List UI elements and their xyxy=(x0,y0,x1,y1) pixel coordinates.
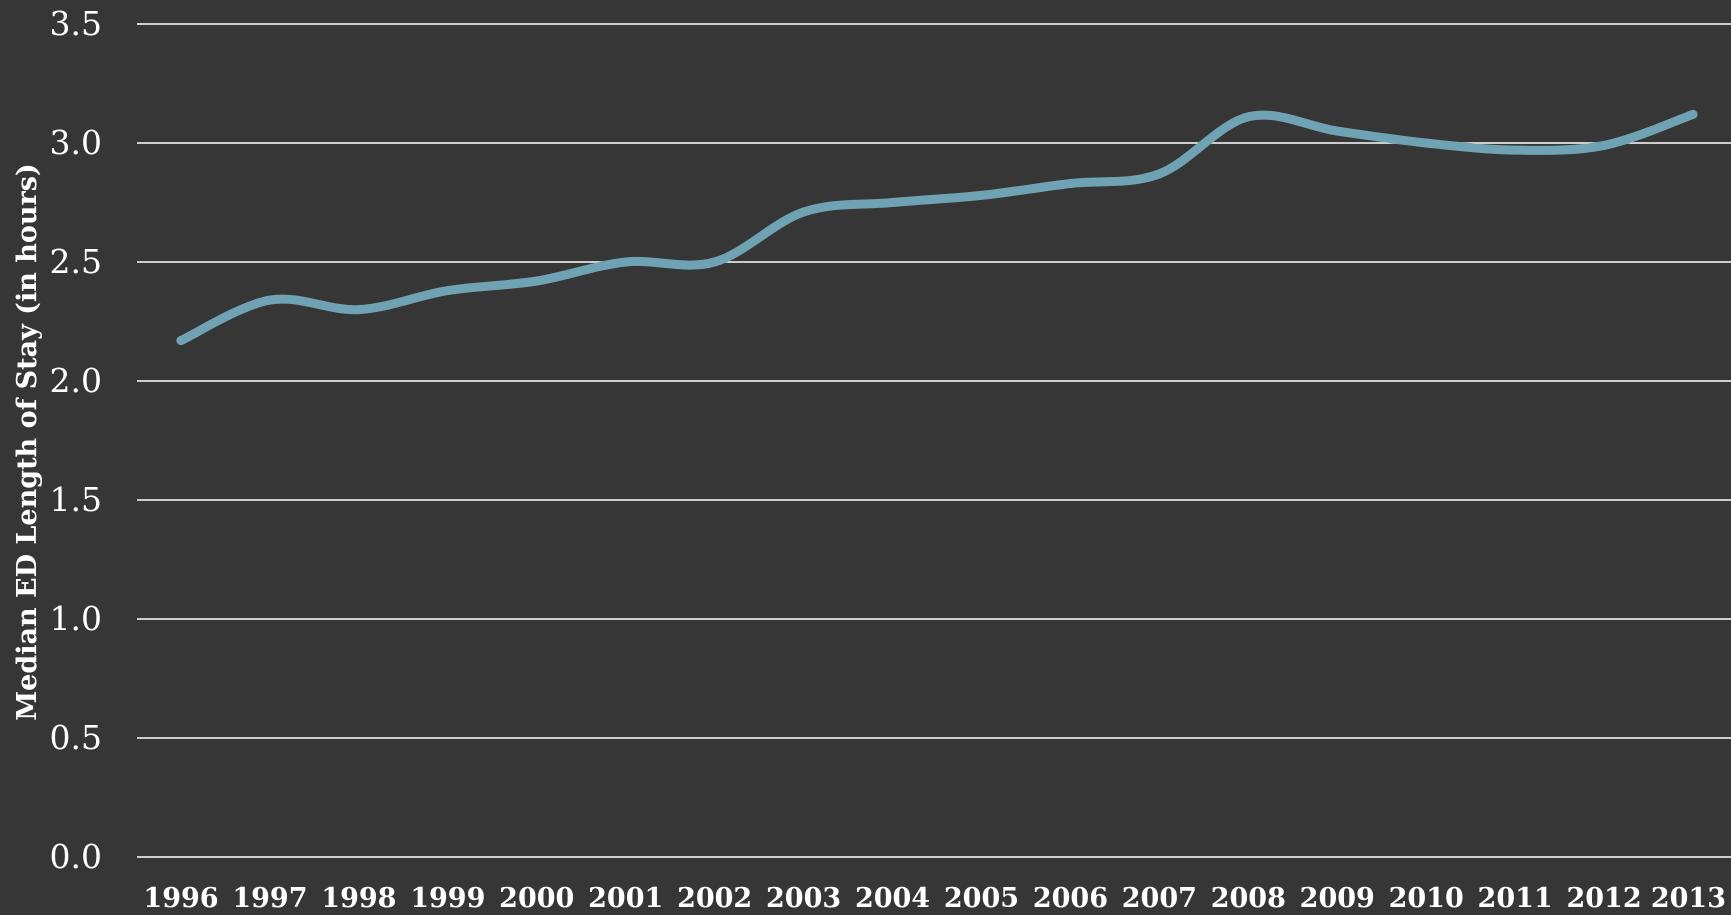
data-point-2002 xyxy=(710,257,720,267)
x-tick-label: 2011 xyxy=(1478,883,1553,914)
y-tick-label: 3.0 xyxy=(50,123,102,162)
x-tick-label: 1997 xyxy=(232,883,307,914)
x-tick-label: 2002 xyxy=(677,883,752,914)
y-axis-title: Median ED Length of Stay (in hours) xyxy=(12,163,43,720)
x-tick-label: 1996 xyxy=(143,883,218,914)
data-point-2006 xyxy=(1065,178,1075,188)
y-tick-label: 3.5 xyxy=(50,4,102,43)
data-point-2009 xyxy=(1332,126,1342,136)
data-point-2005 xyxy=(976,190,986,200)
x-tick-label: 2007 xyxy=(1122,883,1197,914)
y-tick-label: 0.0 xyxy=(50,837,102,876)
y-tick-label: 2.5 xyxy=(50,242,102,281)
y-tick-label: 1.0 xyxy=(50,599,102,638)
data-point-1996 xyxy=(176,336,186,346)
x-tick-label: 2006 xyxy=(1033,883,1108,914)
data-point-1998 xyxy=(354,305,364,315)
data-point-2007 xyxy=(1154,169,1164,179)
x-tick-label: 2012 xyxy=(1566,883,1641,914)
data-point-2003 xyxy=(799,207,809,217)
y-axis-ticks: 0.0 0.5 1.0 1.5 2.0 2.5 3.0 3.5 xyxy=(50,4,102,876)
x-tick-label: 1999 xyxy=(410,883,485,914)
data-point-2013 xyxy=(1688,109,1698,119)
data-point-2004 xyxy=(888,198,898,207)
y-tick-label: 2.0 xyxy=(50,361,102,400)
data-point-2000 xyxy=(532,276,542,286)
x-tick-label: 2013 xyxy=(1651,883,1726,914)
x-tick-label: 2010 xyxy=(1389,883,1464,914)
x-tick-label: 2004 xyxy=(855,883,930,914)
data-point-1999 xyxy=(443,286,453,296)
data-point-2010 xyxy=(1421,138,1431,148)
data-point-2012 xyxy=(1599,140,1609,150)
x-axis-ticks: 1996 1997 1998 1999 2000 2001 2002 2003 2004 2005… xyxy=(143,883,1726,914)
y-tick-label: 0.5 xyxy=(50,718,102,757)
x-tick-label: 2009 xyxy=(1300,883,1375,914)
x-tick-label: 1998 xyxy=(321,883,396,914)
data-point-2008 xyxy=(1243,112,1253,122)
data-point-2011 xyxy=(1510,145,1520,155)
gridlines xyxy=(137,23,1731,858)
y-tick-label: 1.5 xyxy=(50,480,102,519)
x-tick-label: 2008 xyxy=(1211,883,1286,914)
x-tick-label: 2003 xyxy=(766,883,841,914)
data-point-1997 xyxy=(265,295,275,305)
x-tick-label: 2000 xyxy=(499,883,574,914)
x-tick-label: 2001 xyxy=(588,883,663,914)
series-layer xyxy=(176,109,1698,346)
series-line xyxy=(176,109,1698,345)
data-point-2001 xyxy=(621,257,631,267)
x-tick-label: 2005 xyxy=(944,883,1019,914)
